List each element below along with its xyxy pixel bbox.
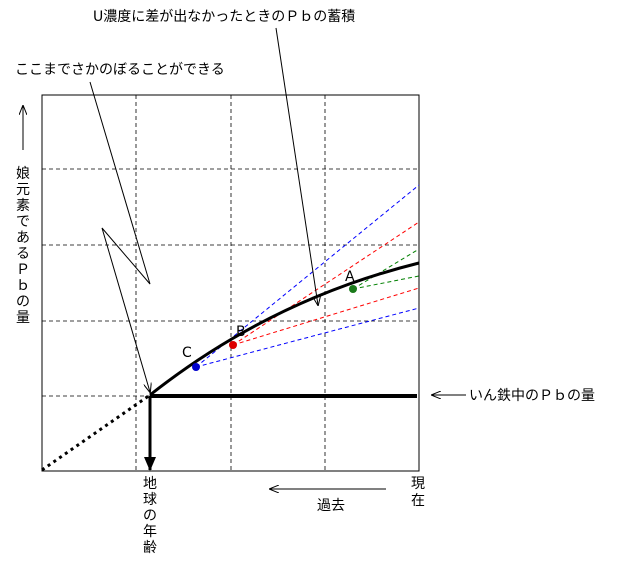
y-axis-label: 娘 元 素 で あ る Ｐ ｂ の 量 bbox=[16, 166, 30, 326]
point-a-label: A bbox=[345, 269, 355, 285]
present-label: 現 在 bbox=[411, 476, 425, 509]
svg-text:で: で bbox=[16, 214, 30, 230]
fan-lines-c bbox=[195, 184, 420, 368]
point-a-marker bbox=[349, 285, 357, 293]
svg-text:ｂ: ｂ bbox=[16, 278, 30, 294]
pb-accumulation-curve bbox=[149, 261, 420, 397]
svg-text:年: 年 bbox=[143, 524, 157, 540]
svg-text:の: の bbox=[143, 508, 157, 524]
svg-text:齢: 齢 bbox=[143, 540, 157, 556]
point-b-marker bbox=[229, 341, 237, 349]
past-label: 過去 bbox=[317, 498, 345, 514]
svg-text:Ｐ: Ｐ bbox=[16, 262, 30, 278]
svg-text:の: の bbox=[16, 294, 30, 310]
earth-age-label: 地 球 の 年 齢 bbox=[143, 476, 157, 556]
top-annotation-pointer bbox=[275, 27, 318, 305]
extrapolation-dotted-line bbox=[41, 393, 151, 472]
point-c-label: C bbox=[182, 345, 192, 361]
iron-annotation: いん鉄中のＰｂの量 bbox=[469, 388, 595, 404]
svg-text:球: 球 bbox=[143, 492, 157, 508]
svg-text:あ: あ bbox=[16, 230, 30, 246]
fan-lines-b bbox=[232, 221, 420, 346]
svg-text:量: 量 bbox=[16, 310, 30, 326]
svg-text:娘: 娘 bbox=[16, 166, 30, 182]
plot-frame bbox=[41, 94, 420, 472]
svg-text:素: 素 bbox=[16, 198, 30, 214]
fan-lines-a bbox=[352, 248, 420, 290]
top-annotation: U濃度に差が出なかったときのＰｂの蓄積 bbox=[93, 9, 355, 25]
point-c-marker bbox=[192, 363, 200, 371]
point-b-label: B bbox=[236, 324, 246, 340]
svg-text:地: 地 bbox=[143, 476, 157, 492]
left-annotation-pointer bbox=[89, 81, 150, 392]
svg-text:る: る bbox=[16, 246, 30, 262]
grid-lines bbox=[42, 95, 419, 471]
svg-text:元: 元 bbox=[16, 182, 30, 198]
svg-text:在: 在 bbox=[411, 493, 425, 509]
left-annotation: ここまでさかのぼることができる bbox=[15, 62, 225, 78]
svg-text:現: 現 bbox=[411, 476, 425, 492]
